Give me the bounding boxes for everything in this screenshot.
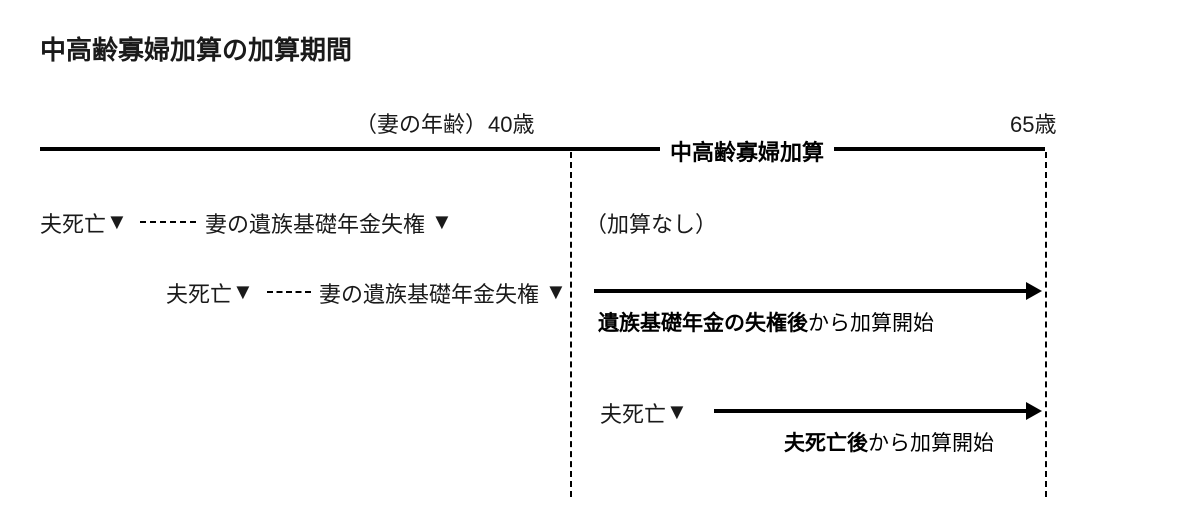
vline-40 xyxy=(570,152,572,497)
triangle-down-icon: ▼ xyxy=(106,211,128,233)
axis-40-label: 40歳 xyxy=(488,107,534,139)
row2-caption-bold: 遺族基礎年金の失権後 xyxy=(598,312,808,335)
diagram-frame: 中高齢寡婦加算の加算期間 （妻の年齢） 40歳 65歳 中高齢寡婦加算 夫死亡 … xyxy=(0,0,1178,512)
row2-loss-text: 妻の遺族基礎年金失権 xyxy=(319,277,539,309)
axis-wife-age-label: （妻の年齢） xyxy=(355,107,487,139)
triangle-down-icon: ▼ xyxy=(666,401,688,423)
row2-dash xyxy=(267,291,311,293)
row1-loss-text: 妻の遺族基礎年金失権 xyxy=(205,207,425,239)
row2-arrow-line xyxy=(594,289,1026,293)
triangle-down-icon: ▼ xyxy=(431,211,453,233)
row3-caption-rest: から加算開始 xyxy=(868,432,994,455)
arrow-right-icon xyxy=(1026,282,1042,300)
row3-husband-death-text: 夫死亡 xyxy=(600,397,666,429)
axis-65-label: 65歳 xyxy=(1010,107,1056,139)
vline-65 xyxy=(1045,152,1047,497)
row1-dash xyxy=(140,221,196,223)
row2-caption-rest: から加算開始 xyxy=(808,312,934,335)
row1-no-addition: （加算なし） xyxy=(585,207,717,239)
main-axis-line xyxy=(40,147,1045,151)
row2-husband-death: 夫死亡 ▼ xyxy=(166,277,254,309)
triangle-down-icon: ▼ xyxy=(232,281,254,303)
row1-husband-death: 夫死亡 ▼ xyxy=(40,207,128,239)
chart-area: （妻の年齢） 40歳 65歳 中高齢寡婦加算 夫死亡 ▼ 妻の遺族基礎年金失権 … xyxy=(40,97,1138,497)
row2-caption: 遺族基礎年金の失権後から加算開始 xyxy=(598,307,934,337)
row1-husband-death-text: 夫死亡 xyxy=(40,207,106,239)
axis-overline-label: 中高齢寡婦加算 xyxy=(660,135,834,167)
row3-caption-bold: 夫死亡後 xyxy=(784,432,868,455)
diagram-title: 中高齢寡婦加算の加算期間 xyxy=(40,30,1138,67)
row1-loss: 妻の遺族基礎年金失権 ▼ xyxy=(205,207,453,239)
row2-husband-death-text: 夫死亡 xyxy=(166,277,232,309)
row3-caption: 夫死亡後から加算開始 xyxy=(784,427,994,457)
row3-arrow-line xyxy=(714,409,1026,413)
row3-husband-death: 夫死亡 ▼ xyxy=(600,397,688,429)
triangle-down-icon: ▼ xyxy=(545,281,567,303)
arrow-right-icon xyxy=(1026,402,1042,420)
row2-loss: 妻の遺族基礎年金失権 ▼ xyxy=(319,277,567,309)
